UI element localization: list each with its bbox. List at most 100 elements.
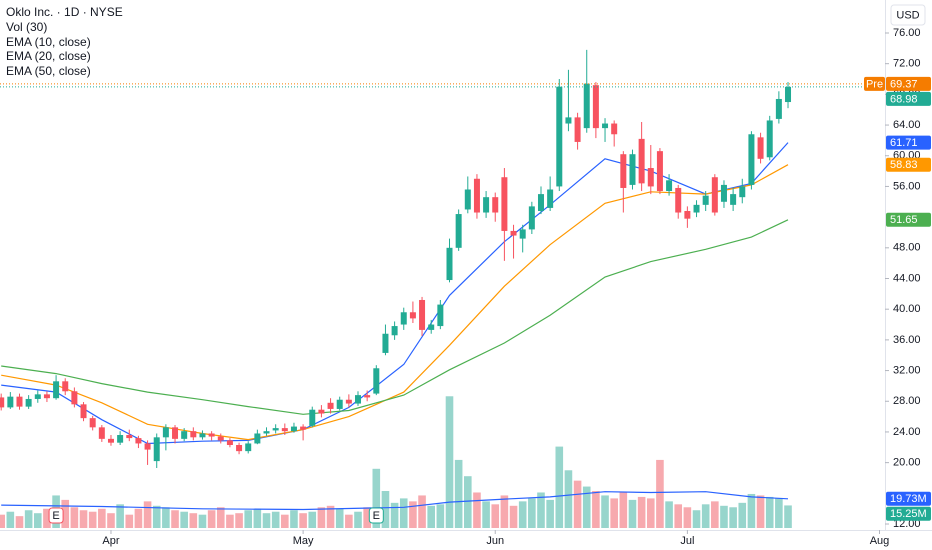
candle-body [53, 381, 60, 399]
event-label: E [373, 510, 380, 522]
volume-bar [180, 511, 188, 528]
candle-body [437, 304, 444, 327]
volume-bar [143, 501, 152, 528]
volume-bar [509, 505, 518, 528]
volume-bar [216, 507, 225, 528]
volume-bar [564, 470, 573, 528]
candle-body [510, 230, 517, 236]
volume-bar [262, 513, 271, 528]
price-badge [886, 157, 931, 172]
volume-bar [88, 511, 97, 528]
volume-bar [390, 502, 399, 528]
price-badge-label: 58.83 [890, 159, 918, 171]
volume-bar [107, 513, 115, 528]
volume-bar [637, 496, 646, 528]
volume-ma-line [1, 491, 789, 511]
candle-body [638, 138, 645, 184]
volume-bar [610, 498, 618, 528]
volume-bar [326, 505, 335, 528]
volume-bar [418, 495, 426, 528]
price-badge [886, 91, 931, 106]
y-tick-label: 64.00 [893, 119, 921, 131]
currency-box[interactable] [890, 4, 926, 26]
volume-bar [738, 502, 747, 528]
candle-body [656, 151, 663, 192]
candle-body [547, 189, 554, 208]
volume-bar [765, 496, 774, 528]
legend-item: EMA (50, close) [6, 64, 91, 78]
volume-bar [116, 504, 124, 528]
x-tick-label: Apr [102, 535, 119, 547]
candle-body [327, 402, 334, 409]
candle-body [382, 333, 389, 353]
price-badge-label: 69.37 [890, 78, 918, 90]
volume-bar [70, 507, 79, 528]
volume-bar [308, 511, 317, 528]
candle-body [162, 427, 169, 438]
candle-body [446, 247, 453, 281]
volume-bar [152, 505, 161, 528]
volume-bar [345, 514, 353, 528]
volume-bar [409, 501, 417, 528]
candle-body [775, 98, 782, 119]
volume-bar [546, 499, 554, 528]
volume-bar [756, 495, 765, 528]
candle-body [693, 204, 700, 213]
volume-bar [573, 480, 582, 528]
candle-body [419, 299, 426, 330]
volume-bar [711, 501, 719, 528]
volume-bar [198, 514, 207, 528]
candle-body [492, 197, 499, 213]
candle-body [318, 409, 325, 414]
candle-body [272, 428, 279, 431]
volume-bar [226, 514, 234, 528]
volume-bar [0, 514, 5, 528]
y-tick-label: 72.00 [893, 58, 921, 70]
candle-body [574, 117, 581, 142]
candle-body [199, 433, 206, 438]
volume-bar [43, 508, 51, 528]
candle-body [684, 210, 691, 219]
candle-body [739, 186, 746, 198]
volume-bar [528, 498, 536, 528]
candle-body [300, 426, 307, 430]
y-tick-label: 36.00 [893, 334, 921, 346]
candle-body [107, 438, 114, 443]
x-tick-label: May [293, 535, 314, 547]
candle-body [409, 312, 416, 319]
volume-bar [500, 495, 509, 528]
volume-bar [683, 507, 692, 528]
candle-body [702, 195, 709, 205]
candle-body [592, 85, 599, 129]
candle-body [7, 396, 14, 408]
candle-body [236, 444, 243, 452]
candle-body [711, 177, 718, 213]
volume-bar [473, 492, 481, 528]
volume-bar [692, 510, 701, 528]
volume-bar [399, 498, 408, 528]
candle-body [730, 194, 737, 205]
candle-body [80, 404, 87, 419]
volume-bar [454, 459, 463, 528]
candle-body [428, 324, 435, 330]
volume-bar [729, 507, 737, 528]
volume-bar [33, 513, 42, 528]
candle-body [473, 178, 480, 213]
volume-bar [747, 493, 756, 528]
candle-body [666, 180, 673, 192]
volume-bar [134, 508, 143, 528]
candle-body [98, 427, 105, 439]
volume-bar [555, 446, 564, 528]
volume-bar [24, 510, 33, 528]
candle-body [464, 189, 471, 210]
y-tick-label: 76.00 [893, 27, 921, 39]
legend-item: EMA (10, close) [6, 35, 91, 49]
currency[interactable]: USD [896, 9, 919, 21]
candle-body [34, 394, 41, 399]
price-badge [886, 135, 931, 150]
volume-bar [381, 491, 390, 528]
price-badge-label: 51.65 [890, 214, 918, 226]
price-badge [886, 76, 931, 91]
price-badge [886, 491, 931, 506]
event-marker [48, 507, 64, 524]
